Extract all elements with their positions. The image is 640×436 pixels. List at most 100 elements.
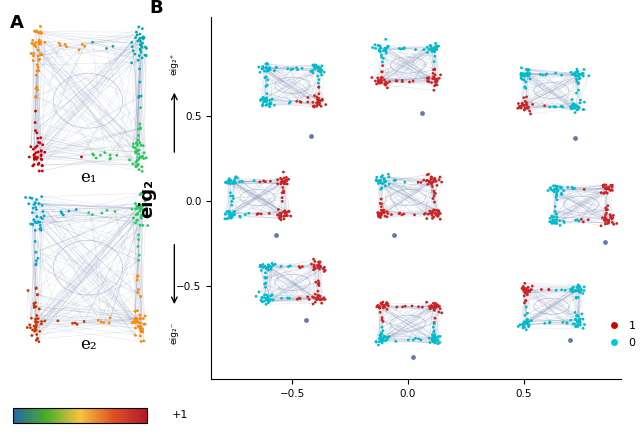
Point (276, 263, 286, 270)
Point (556, 286, 566, 293)
Point (607, 215, 618, 221)
Point (309, 295, 319, 302)
Point (313, 73, 323, 80)
Point (392, 303, 402, 310)
Point (376, 174, 387, 181)
Point (260, 274, 270, 281)
Point (104, 320, 115, 327)
Point (35, 40, 45, 47)
Point (389, 177, 399, 184)
Point (30, 200, 40, 207)
Point (312, 103, 322, 110)
Point (23, 287, 33, 294)
Point (297, 263, 307, 270)
Point (551, 186, 561, 193)
Point (427, 174, 437, 181)
Point (381, 78, 391, 85)
Point (397, 211, 407, 218)
Point (223, 215, 234, 221)
Point (133, 136, 143, 143)
Point (282, 212, 292, 219)
Point (315, 258, 325, 265)
Point (572, 78, 582, 85)
Point (136, 327, 146, 334)
Point (380, 304, 390, 311)
Point (34, 38, 44, 45)
Point (284, 100, 294, 107)
Point (138, 222, 148, 229)
Point (376, 207, 387, 214)
Point (292, 296, 303, 303)
Point (316, 68, 326, 75)
Point (575, 319, 585, 326)
Point (268, 296, 278, 303)
Point (280, 178, 290, 185)
Point (255, 263, 266, 270)
Point (431, 207, 441, 214)
Point (522, 316, 532, 323)
Point (132, 273, 143, 280)
Point (381, 178, 391, 185)
Point (309, 103, 319, 110)
Point (295, 264, 305, 271)
Point (29, 201, 39, 208)
Point (573, 218, 584, 225)
Point (566, 286, 576, 293)
Point (568, 105, 578, 112)
Point (601, 204, 611, 211)
Point (136, 212, 147, 219)
Point (424, 46, 434, 53)
Point (567, 286, 577, 293)
Point (31, 284, 42, 291)
Point (525, 110, 536, 117)
Point (378, 47, 388, 54)
Point (132, 37, 143, 44)
Point (229, 177, 239, 184)
Point (380, 179, 390, 186)
Point (262, 265, 272, 272)
Point (568, 320, 578, 327)
Point (598, 190, 609, 197)
Point (433, 43, 444, 50)
Point (28, 327, 38, 334)
Point (312, 100, 323, 107)
Point (140, 198, 150, 204)
Point (134, 150, 144, 157)
Point (228, 208, 239, 215)
Point (28, 41, 38, 48)
Point (379, 207, 389, 214)
Point (64, 208, 74, 215)
Point (379, 333, 389, 340)
Point (237, 178, 248, 185)
Point (135, 316, 145, 323)
Point (374, 47, 384, 54)
Point (261, 64, 271, 71)
Text: eig₂⁻: eig₂⁻ (170, 321, 179, 344)
Point (31, 27, 42, 34)
Point (275, 215, 285, 222)
Point (280, 178, 290, 185)
Point (36, 152, 46, 159)
Point (435, 174, 445, 181)
Point (312, 296, 322, 303)
Point (132, 205, 142, 212)
Point (426, 303, 436, 310)
Point (375, 48, 385, 55)
Point (604, 185, 614, 192)
Point (521, 303, 531, 310)
Point (429, 337, 440, 344)
Point (131, 140, 141, 146)
Point (376, 301, 387, 308)
Point (566, 69, 576, 76)
Point (316, 263, 326, 270)
Point (380, 45, 390, 52)
Point (553, 187, 563, 194)
Point (429, 306, 439, 313)
Point (35, 56, 45, 63)
Point (99, 319, 109, 326)
Point (526, 317, 536, 324)
Point (314, 96, 324, 103)
Point (28, 37, 38, 44)
Point (313, 280, 323, 287)
Point (133, 323, 143, 330)
